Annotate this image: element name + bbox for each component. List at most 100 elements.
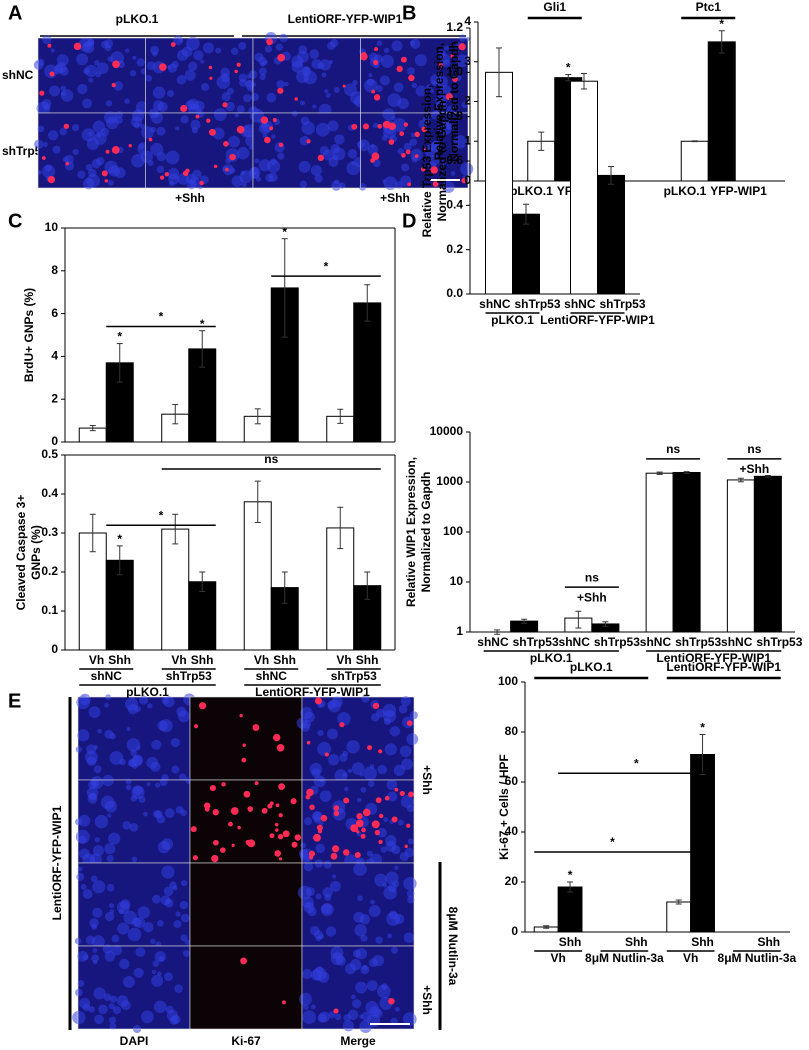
x-tick-label: pLKO.1 xyxy=(664,184,707,198)
nucleus xyxy=(351,994,356,1000)
nucleus xyxy=(109,995,118,1003)
nucleus xyxy=(188,61,198,71)
nucleus xyxy=(78,835,87,844)
nucleus xyxy=(463,55,469,61)
significance-mark: * xyxy=(117,330,122,344)
y-tick-label: 100 xyxy=(443,524,463,538)
nucleus xyxy=(406,804,415,813)
stained-cell xyxy=(223,141,229,147)
nucleus xyxy=(437,121,452,136)
stained-cell xyxy=(371,820,380,829)
group-label: shNC xyxy=(256,669,288,683)
nucleus xyxy=(108,832,121,845)
nucleus xyxy=(171,60,179,69)
stained-cell xyxy=(450,54,455,58)
stained-cell xyxy=(384,795,390,801)
nucleus xyxy=(107,179,114,186)
nucleus xyxy=(91,923,98,930)
nucleus xyxy=(152,960,160,967)
nucleus xyxy=(337,712,351,726)
nucleus xyxy=(254,52,264,62)
x-tick-label: shNC xyxy=(564,297,596,311)
nucleus xyxy=(52,145,61,154)
nucleus xyxy=(297,885,312,900)
nucleus xyxy=(163,886,174,897)
nucleus xyxy=(175,911,181,917)
nucleus xyxy=(239,78,248,87)
stained-cell xyxy=(170,42,176,47)
stained-cell xyxy=(333,810,340,817)
nucleus xyxy=(302,1010,316,1024)
nucleus xyxy=(334,1013,342,1021)
nucleus xyxy=(375,936,383,944)
stained-cell xyxy=(408,74,415,82)
nucleus xyxy=(330,39,339,47)
x-tick-label: shNC xyxy=(479,297,511,311)
nucleus xyxy=(107,813,112,818)
nucleus xyxy=(123,975,135,988)
stained-cell xyxy=(374,829,380,836)
nucleus xyxy=(146,782,151,787)
stained-cell xyxy=(278,142,284,148)
nucleus xyxy=(75,988,83,997)
bar xyxy=(485,71,513,295)
nucleus xyxy=(319,145,329,156)
x-tick-label: Vh xyxy=(89,653,104,667)
nucleus xyxy=(97,62,109,74)
nucleus xyxy=(104,702,109,708)
bar xyxy=(161,528,190,651)
nucleus xyxy=(301,66,312,76)
nucleus xyxy=(315,893,322,900)
stained-cell xyxy=(414,154,419,158)
significance-mark: * xyxy=(700,721,705,735)
nucleus xyxy=(33,60,44,70)
bar xyxy=(597,174,625,295)
nucleus xyxy=(102,774,114,787)
stained-cell xyxy=(267,803,273,809)
stained-cell xyxy=(331,845,340,853)
bracket-label: ns xyxy=(666,442,680,456)
bar xyxy=(243,501,272,651)
nucleus xyxy=(93,987,106,1000)
nucleus xyxy=(403,142,412,151)
stained-cell xyxy=(159,175,165,180)
nucleus xyxy=(390,946,398,954)
nucleus xyxy=(363,78,378,93)
stained-cell xyxy=(278,857,283,861)
nucleus xyxy=(112,1005,122,1015)
nucleus xyxy=(156,126,166,136)
row-label: LentiORF-YFP-WIP1 xyxy=(50,805,64,920)
nucleus xyxy=(172,885,178,891)
nucleus xyxy=(352,79,358,86)
nucleus xyxy=(37,125,45,133)
nucleus xyxy=(383,817,389,823)
nucleus xyxy=(397,148,405,155)
stained-cell xyxy=(420,167,426,172)
stained-cell xyxy=(39,90,45,96)
nucleus xyxy=(96,132,103,138)
stained-cell xyxy=(294,97,298,101)
nucleus xyxy=(151,739,162,750)
nucleus xyxy=(79,997,91,1009)
error-bar xyxy=(89,513,96,553)
nucleus xyxy=(125,48,130,53)
nucleus xyxy=(127,927,142,942)
nucleus xyxy=(141,1010,154,1024)
group-label: shNC xyxy=(91,669,123,683)
nucleus xyxy=(164,808,175,818)
y-tick-label: 6 xyxy=(51,306,58,320)
stained-cell xyxy=(354,852,361,859)
stained-cell xyxy=(333,1008,339,1014)
stained-cell xyxy=(408,791,414,798)
nucleus xyxy=(136,58,145,67)
stained-cell xyxy=(306,740,311,745)
nucleus xyxy=(440,160,446,166)
nucleus xyxy=(202,42,214,54)
stained-cell xyxy=(406,823,411,828)
nucleus xyxy=(200,59,205,64)
nucleus xyxy=(234,113,239,118)
stained-cell xyxy=(282,1000,286,1005)
nucleus xyxy=(131,785,145,799)
y-tick-label: 1.0 xyxy=(446,65,463,79)
nucleus xyxy=(75,746,82,753)
